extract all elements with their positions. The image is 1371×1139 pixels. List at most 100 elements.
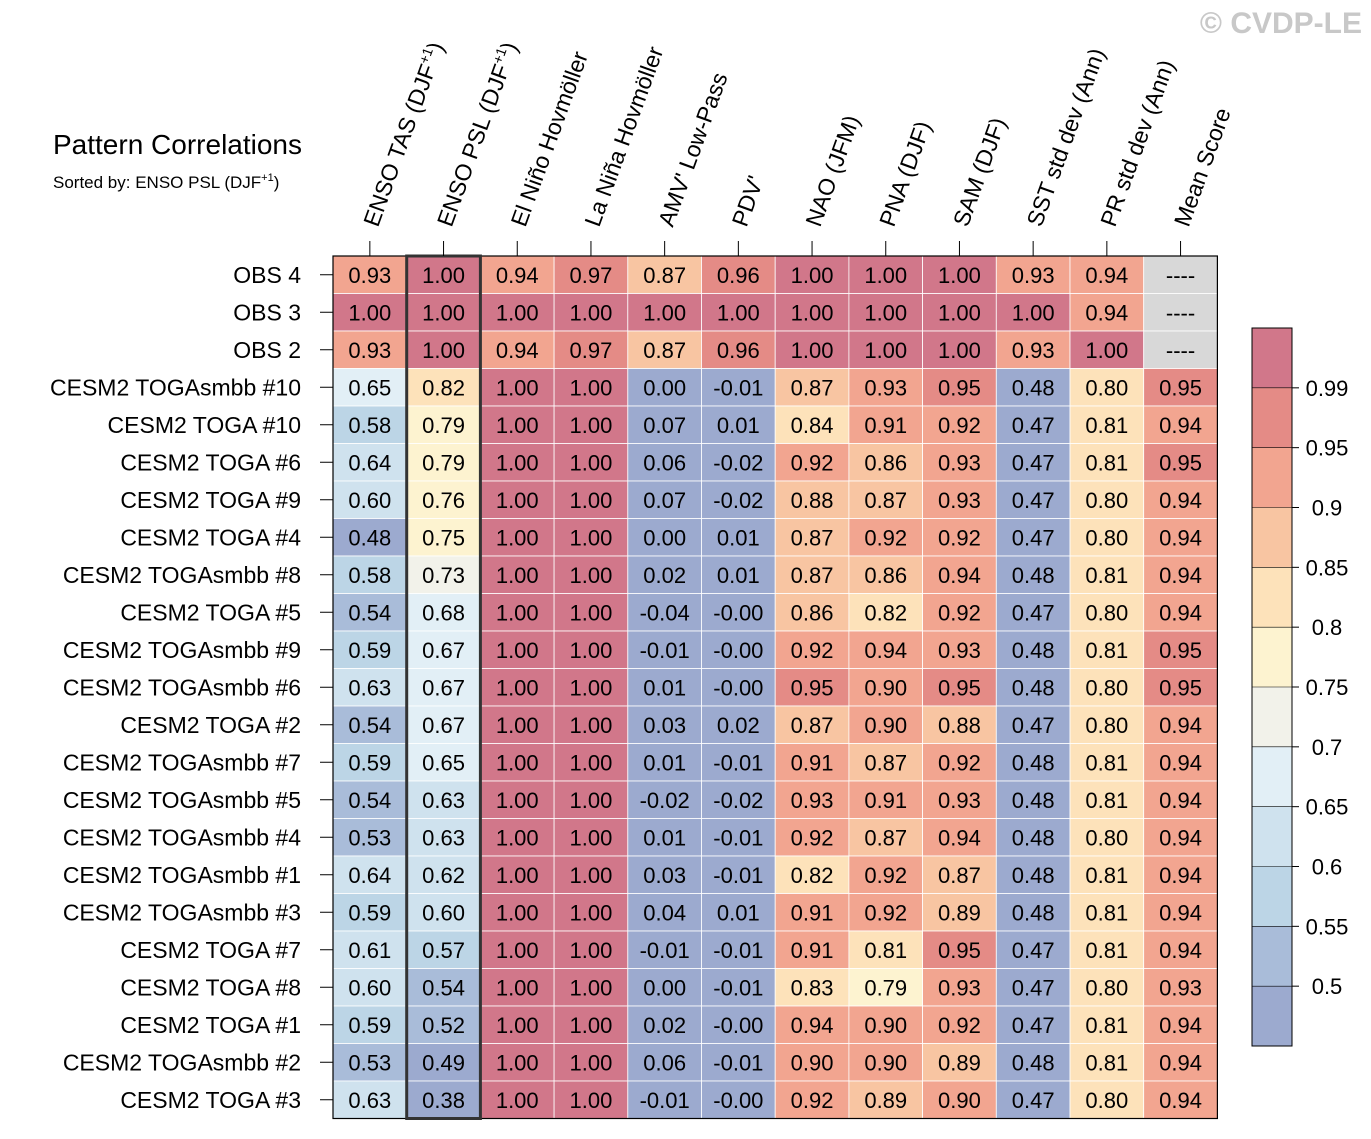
heatmap-cell [995, 630, 1071, 669]
cell-value: 0.89 [938, 1050, 981, 1075]
cell-value: 0.92 [864, 525, 907, 550]
heatmap-cell [332, 405, 408, 444]
cell-value: 0.80 [1085, 488, 1128, 513]
cell-value: 0.00 [643, 375, 686, 400]
heatmap-cell [332, 780, 408, 819]
heatmap-cell [406, 630, 481, 669]
cell-value: 0.80 [1085, 675, 1128, 700]
heatmap-cell [479, 1005, 555, 1044]
heatmap-cell [406, 818, 481, 857]
cell-value: 0.80 [1085, 600, 1128, 625]
heatmap-cell [922, 518, 997, 557]
cell-value: 0.63 [422, 788, 465, 813]
heatmap-cell [627, 780, 702, 819]
cell-value: 0.57 [422, 938, 465, 963]
column-label: ENSO TAS (DJF+1) [357, 38, 449, 230]
heatmap-cell [627, 818, 702, 857]
heatmap-cell [701, 1080, 776, 1119]
heatmap-cell [995, 1005, 1071, 1044]
cell-value: 0.81 [1085, 638, 1128, 663]
heatmap-cell [479, 780, 555, 819]
column-label: NAO (JFM) [800, 112, 864, 230]
cell-value: 0.07 [643, 413, 686, 438]
heatmap-cell [995, 705, 1071, 744]
row-label: CESM2 TOGAsmbb #5 [63, 787, 301, 813]
heatmap-cell [701, 780, 776, 819]
cell-value: 0.93 [864, 375, 907, 400]
heatmap-cell [479, 893, 555, 932]
chart-subtitle-prefix: Sorted by: ENSO PSL (DJF [53, 173, 261, 192]
heatmap-cell [848, 780, 924, 819]
cell-value: 0.87 [864, 750, 907, 775]
heatmap-cell [848, 293, 924, 332]
heatmap-cell [848, 968, 924, 1007]
cell-value: 1.00 [348, 300, 391, 325]
cell-value: 0.94 [496, 338, 539, 363]
column-label: SAM (DJF) [948, 114, 1011, 230]
row-label: CESM2 TOGA #3 [120, 1087, 301, 1113]
cell-value: 0.81 [1085, 938, 1128, 963]
cell-value: 0.67 [422, 638, 465, 663]
heatmap-cell [332, 593, 408, 632]
cell-value: 0.81 [1085, 413, 1128, 438]
heatmap-cell [627, 893, 702, 932]
cell-value: 1.00 [570, 375, 613, 400]
cell-value: -0.04 [640, 600, 690, 625]
heatmap-cell [627, 630, 702, 669]
cell-value: 0.47 [1012, 975, 1055, 1000]
cell-value: 0.94 [1159, 825, 1202, 850]
cell-value: 1.00 [496, 1050, 539, 1075]
colorbar-segment [1252, 627, 1292, 687]
cell-value: -0.01 [713, 750, 763, 775]
cell-value: 1.00 [496, 863, 539, 888]
cell-value: 1.00 [570, 488, 613, 513]
heatmap-cell [995, 255, 1071, 294]
heatmap-cell [553, 518, 629, 557]
cell-value: 0.93 [938, 638, 981, 663]
colorbar-segment [1252, 926, 1292, 987]
heatmap-cell [774, 330, 850, 369]
heatmap-cell [1143, 743, 1218, 782]
cell-value: 0.87 [864, 488, 907, 513]
colorbar-label: 0.7 [1312, 735, 1343, 760]
cell-value: 0.54 [348, 713, 391, 738]
heatmap-cell [774, 555, 850, 594]
cell-value: 0.96 [717, 338, 760, 363]
colorbar-label: 0.5 [1312, 974, 1343, 999]
heatmap-cell [406, 780, 481, 819]
heatmap-cell [627, 1005, 702, 1044]
cell-value: 1.00 [570, 413, 613, 438]
heatmap-cell [406, 555, 481, 594]
cell-value: 1.00 [496, 1013, 539, 1038]
cell-value: 0.80 [1085, 713, 1128, 738]
heatmap-cell [995, 743, 1071, 782]
heatmap-cell [995, 443, 1071, 482]
heatmap-cell [479, 818, 555, 857]
cell-value: 0.95 [791, 675, 834, 700]
heatmap-cell [553, 705, 629, 744]
cell-value: 0.59 [348, 638, 391, 663]
heatmap-cell [1143, 518, 1218, 557]
cell-value: 0.95 [1159, 638, 1202, 663]
cell-value: -0.01 [640, 938, 690, 963]
heatmap-cell [701, 1005, 776, 1044]
heatmap-cell [922, 743, 997, 782]
cell-value: 1.00 [643, 300, 686, 325]
cell-value: 0.67 [422, 675, 465, 700]
heatmap-cell [406, 1043, 481, 1082]
cell-value: 0.94 [1085, 300, 1128, 325]
cell-value: 0.92 [791, 825, 834, 850]
cell-value: 0.06 [643, 1050, 686, 1075]
cell-value: 0.94 [1159, 863, 1202, 888]
heatmap-cell [406, 293, 481, 332]
row-label: CESM2 TOGAsmbb #6 [63, 674, 301, 700]
cell-value: 0.67 [422, 713, 465, 738]
heatmap-cell [701, 630, 776, 669]
heatmap-cell [406, 255, 481, 294]
cell-value: 1.00 [570, 563, 613, 588]
heatmap-cell [479, 1043, 555, 1082]
row-label: CESM2 TOGA #8 [120, 974, 301, 1000]
heatmap-cell [479, 443, 555, 482]
row-label: CESM2 TOGA #7 [120, 937, 301, 963]
cell-value: 0.89 [864, 1088, 907, 1113]
